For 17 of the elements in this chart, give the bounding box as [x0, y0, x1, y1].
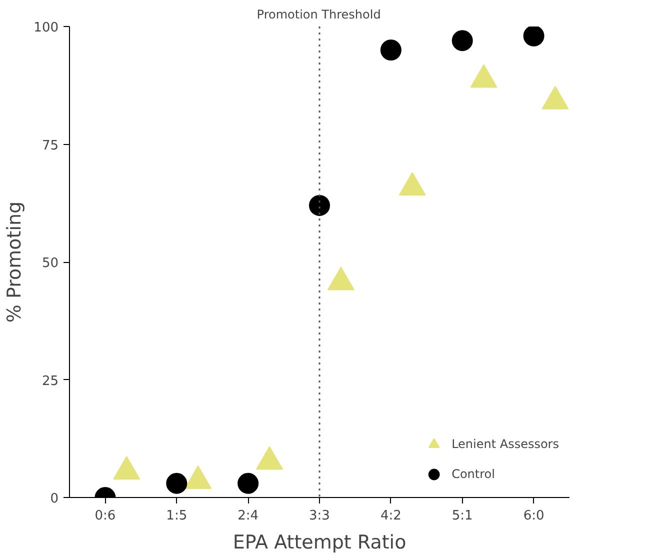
x-tick-label: 0:6 — [94, 508, 116, 524]
x-tick-label: 3:3 — [309, 508, 330, 524]
x-tick-label: 5:1 — [452, 508, 473, 524]
x-tick-label: 6:0 — [523, 508, 544, 524]
y-tick-label: 75 — [42, 138, 59, 154]
y-tick-label: 100 — [34, 20, 59, 36]
legend-label: Lenient Assessors — [452, 437, 559, 451]
x-tick-label: 4:2 — [380, 508, 402, 524]
x-axis-title: EPA Attempt Ratio — [232, 532, 406, 554]
ref-line-label: Promotion Threshold — [256, 8, 381, 22]
x-tick-label: 1:5 — [166, 508, 188, 524]
y-tick-label: 25 — [42, 374, 59, 389]
y-axis-title: % Promoting — [4, 201, 26, 323]
legend-label: Control — [452, 467, 495, 481]
x-tick-label: 2:4 — [238, 508, 259, 524]
y-tick-label: 50 — [42, 256, 59, 271]
y-tick-label: 0 — [50, 492, 59, 506]
